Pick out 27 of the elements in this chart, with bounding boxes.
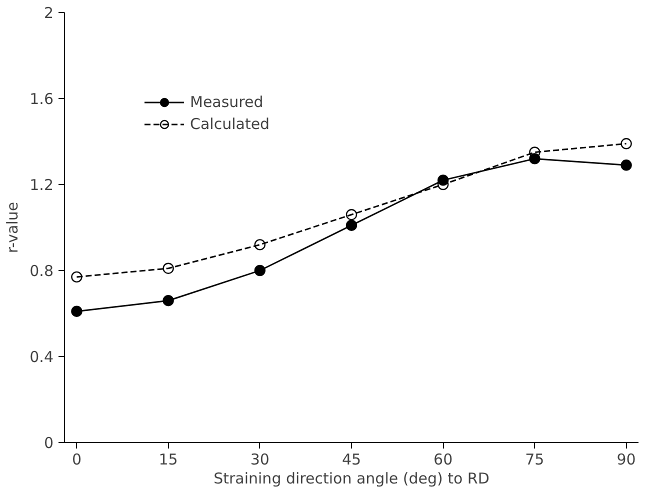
point (254, 239, 266, 250)
y-tick-label: 0 (44, 434, 54, 452)
y-tick-label: 1.6 (30, 90, 54, 108)
point (162, 295, 174, 306)
point (620, 160, 632, 171)
x-tick-label: 90 (616, 450, 636, 468)
point (346, 209, 358, 220)
point (620, 138, 632, 150)
legend-label: Calculated (190, 115, 270, 133)
x-tick-label: 60 (434, 450, 453, 468)
x-tick-label: 0 (72, 450, 82, 468)
point (346, 220, 358, 231)
y-axis-title: r-value (4, 202, 22, 254)
y-tick-label: 1.2 (30, 176, 54, 194)
x-tick-label: 75 (525, 450, 544, 468)
point (71, 306, 82, 317)
point (162, 262, 174, 274)
x-tick-label: 30 (250, 450, 270, 468)
point (254, 264, 266, 276)
y-tick-label: 0.4 (30, 348, 54, 366)
y-tick-label: 0.8 (30, 262, 54, 280)
x-axis-title: Straining direction angle (deg) to RD (214, 470, 490, 488)
y-tick-label: 2 (44, 4, 54, 22)
legend-label: Measured (190, 93, 264, 111)
x-tick-label: 15 (158, 450, 178, 468)
x-tick-label: 45 (342, 450, 362, 468)
point (71, 271, 82, 283)
